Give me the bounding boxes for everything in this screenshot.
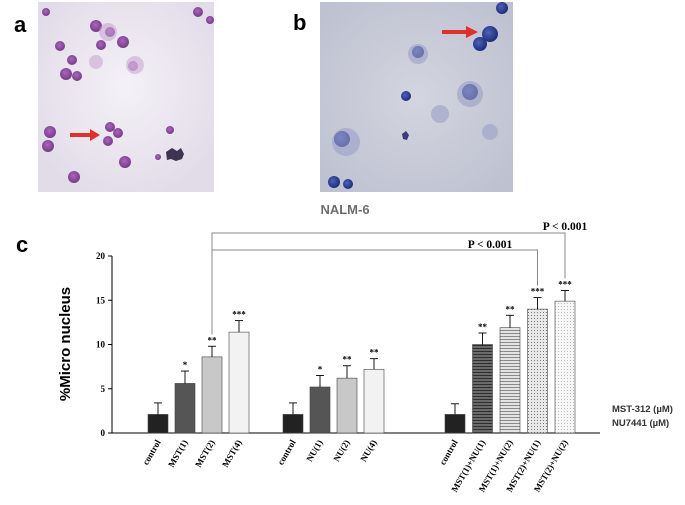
x-tick-label: control: [140, 438, 163, 467]
comparison-bracket: [211, 232, 566, 335]
cell-line-title: NALM-6: [320, 202, 369, 217]
panel-label-b: b: [293, 10, 307, 35]
significance-label: **: [478, 322, 488, 332]
bar: [336, 377, 358, 434]
bar: [472, 344, 493, 434]
bar: [201, 356, 223, 434]
x-tick-label: MST(4): [220, 438, 244, 469]
bar: [228, 331, 250, 434]
legend-mst: MST-312 (µM): [612, 404, 673, 415]
bar: [309, 386, 331, 434]
p-value-label: P < 0.001: [468, 239, 513, 251]
y-tick-label: 5: [101, 384, 106, 394]
micrograph-b: [320, 2, 513, 192]
bar: [527, 308, 548, 434]
significance-label: **: [506, 304, 516, 314]
bar: [282, 414, 304, 434]
bar: [444, 414, 466, 434]
significance-label: **: [208, 335, 218, 345]
significance-label: *: [318, 364, 323, 374]
x-tick-label: MST(2): [193, 438, 217, 469]
x-tick-label: NU(1): [304, 438, 324, 463]
significance-label: ***: [232, 310, 246, 320]
significance-label: ***: [531, 287, 545, 297]
comparison-brackets: P < 0.001 P < 0.001: [211, 221, 588, 335]
x-tick-label: control: [437, 438, 460, 467]
bar: [554, 300, 576, 434]
panel-label-a: a: [14, 12, 27, 37]
chart-bars: control * MST(1) ** MST(2) *** MST(4) control * N…: [140, 280, 576, 494]
x-tick-label: NU(4): [358, 438, 378, 463]
y-tick-label: 0: [101, 428, 106, 438]
significance-label: **: [343, 355, 353, 365]
bar: [363, 368, 385, 434]
p-value-label: P < 0.001: [543, 221, 588, 233]
significance-label: *: [183, 360, 188, 370]
x-tick-label: control: [275, 438, 298, 467]
bar: [499, 327, 521, 434]
micrograph-a: [38, 2, 214, 192]
comparison-bracket: [211, 249, 538, 335]
legend-nu: NU7441 (µM): [612, 418, 669, 429]
bar: [147, 414, 169, 434]
x-tick-label: NU(2): [331, 438, 351, 463]
y-tick-label: 20: [96, 251, 106, 261]
significance-label: ***: [558, 280, 572, 290]
panel-label-c: c: [16, 232, 29, 257]
significance-label: **: [370, 348, 380, 358]
y-axis-label: %Micro nucleus: [57, 287, 74, 401]
bar: [174, 383, 196, 434]
y-tick-label: 10: [96, 340, 106, 350]
y-tick-label: 15: [96, 295, 106, 305]
micrograph-b-image: [320, 2, 513, 192]
x-tick-label: MST(1): [166, 438, 190, 469]
micrograph-a-image: [38, 2, 214, 192]
